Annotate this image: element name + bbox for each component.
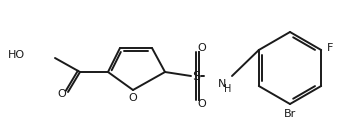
Text: O: O bbox=[129, 93, 137, 103]
Text: N: N bbox=[218, 79, 226, 89]
Text: HO: HO bbox=[8, 50, 25, 60]
Text: S: S bbox=[192, 69, 200, 82]
Text: O: O bbox=[198, 99, 206, 109]
Text: F: F bbox=[327, 43, 333, 53]
Text: H: H bbox=[224, 84, 232, 94]
Text: Br: Br bbox=[284, 109, 296, 119]
Text: O: O bbox=[198, 43, 206, 53]
Text: O: O bbox=[58, 89, 66, 99]
